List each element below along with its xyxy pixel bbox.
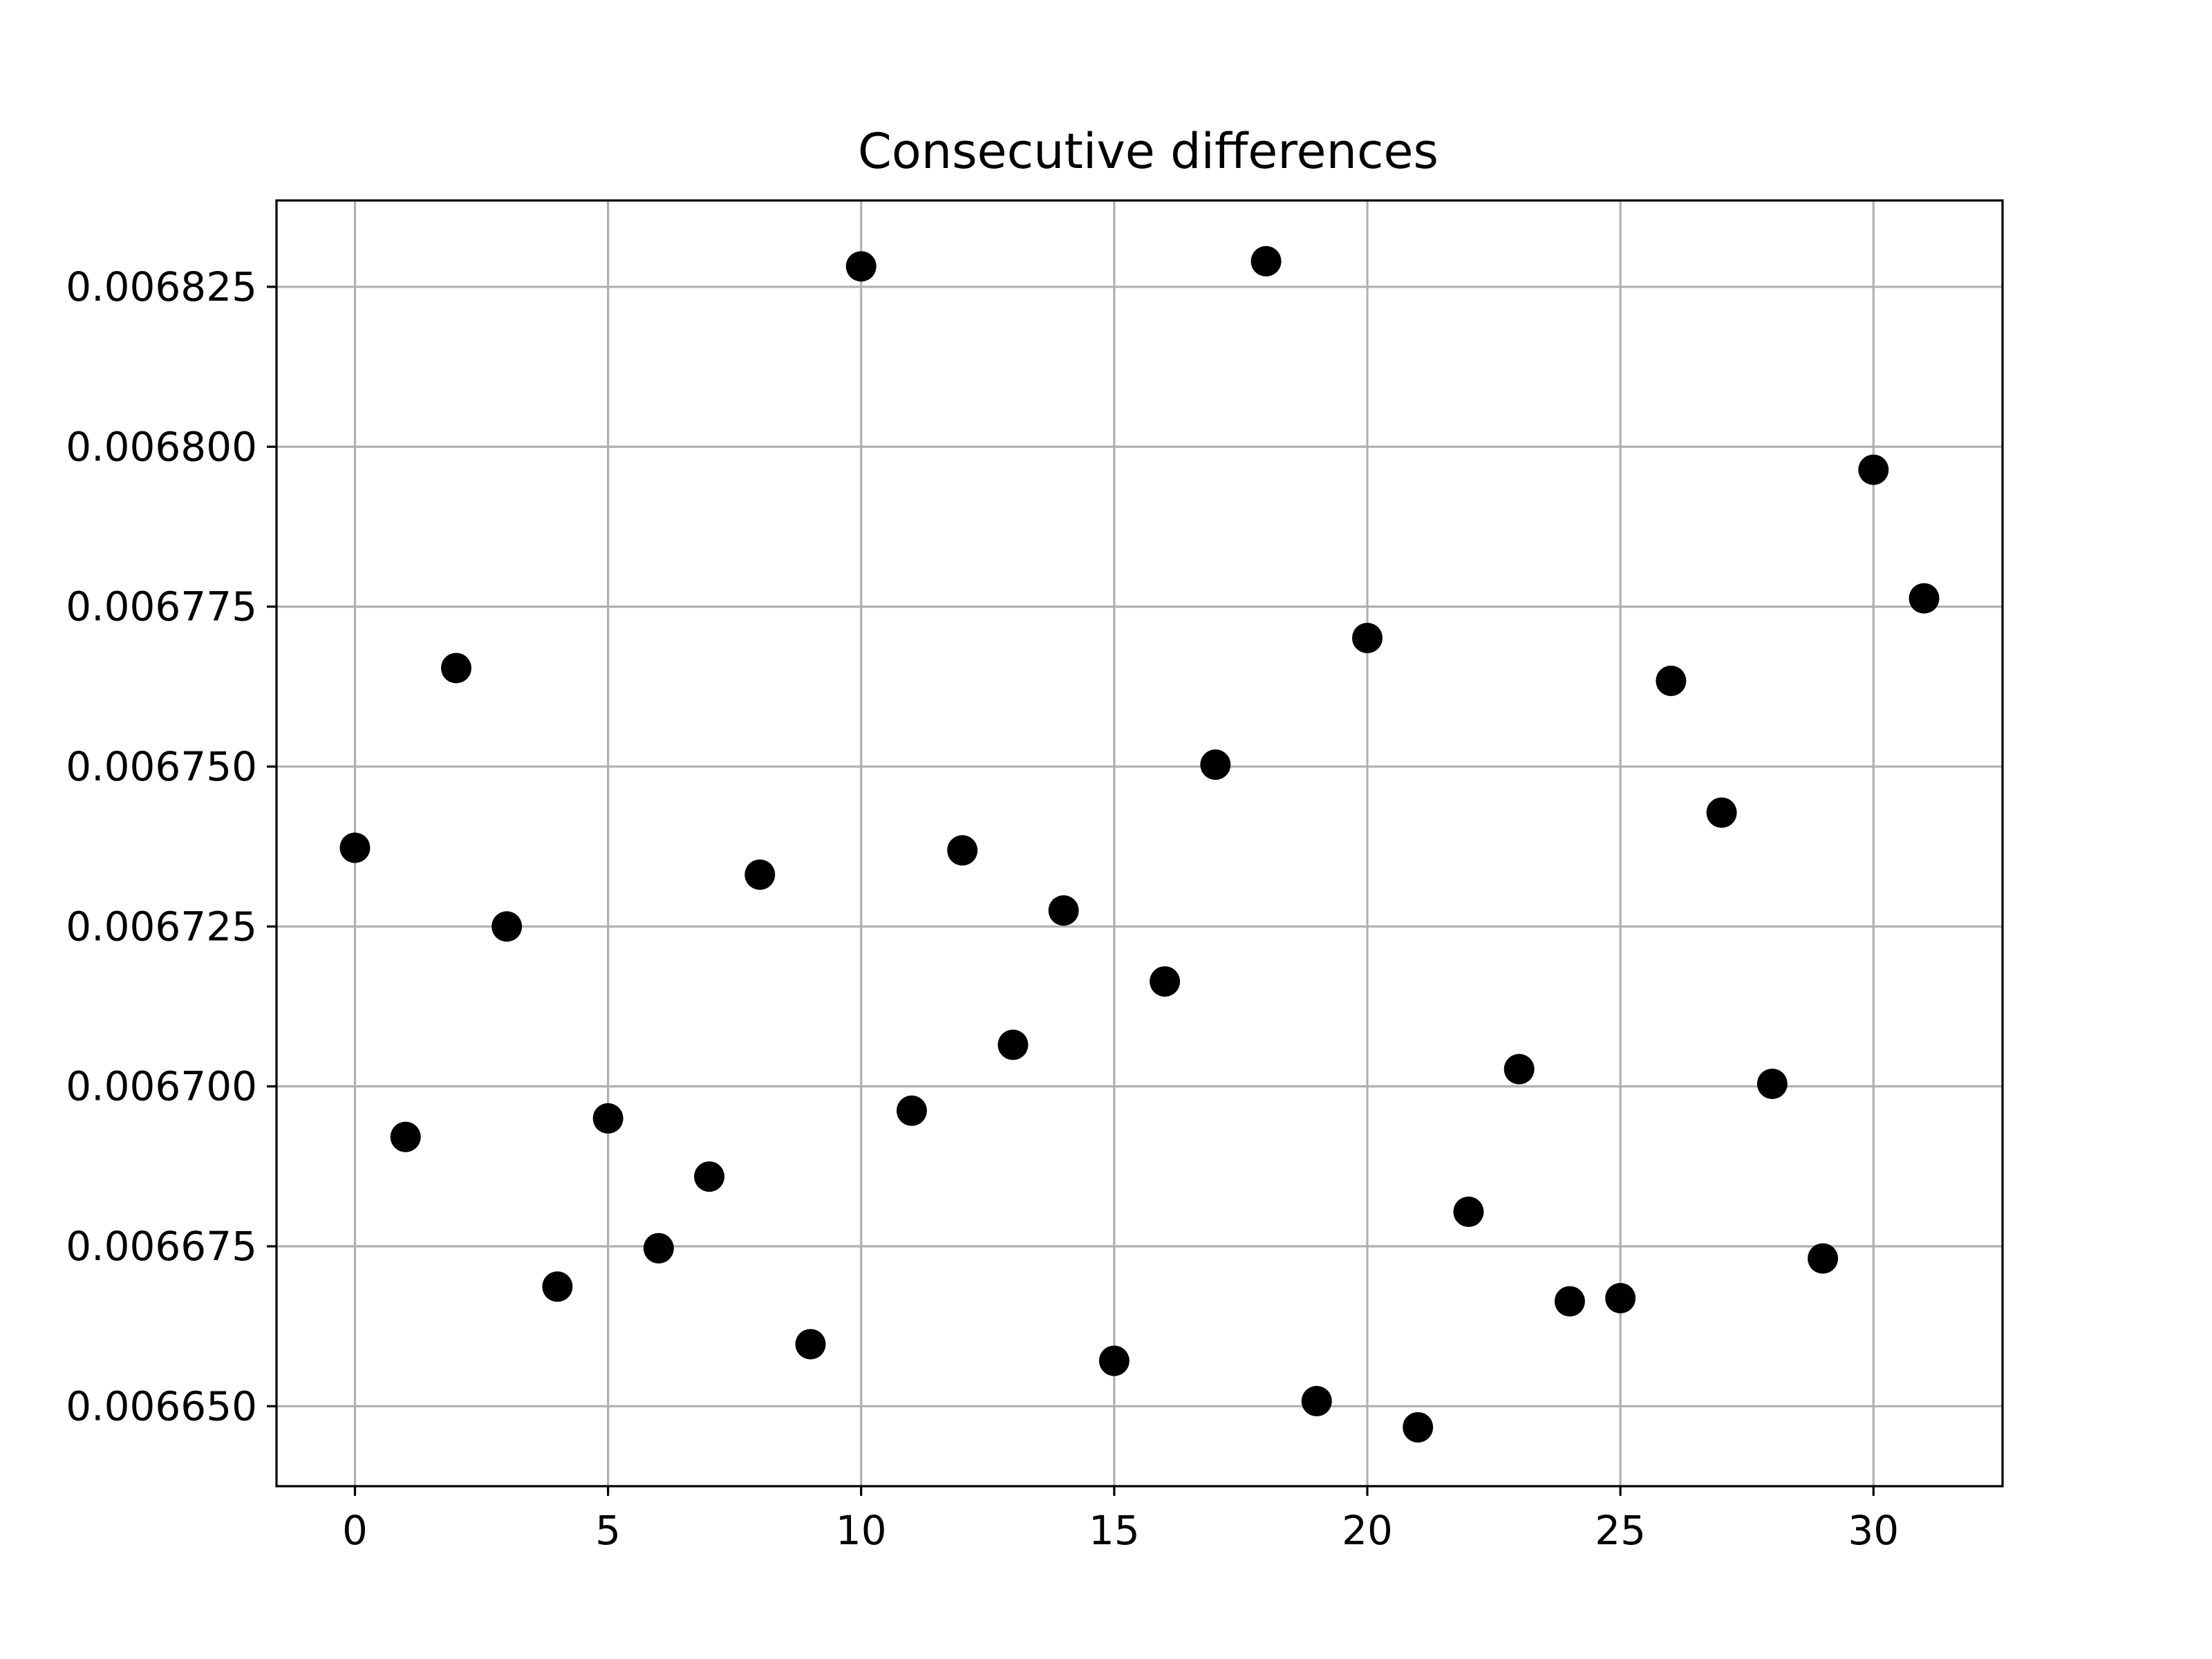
data-point bbox=[1048, 895, 1079, 926]
data-point bbox=[592, 1103, 624, 1134]
data-point bbox=[896, 1095, 927, 1126]
data-point bbox=[997, 1029, 1029, 1060]
y-tick-label: 0.006775 bbox=[66, 583, 257, 630]
x-tick-label: 25 bbox=[1595, 1507, 1646, 1554]
plot-area-frame bbox=[275, 199, 2004, 1488]
x-axis: 0 5 10 15 20 25 30 bbox=[342, 1486, 1899, 1554]
data-point bbox=[845, 251, 877, 282]
data-point bbox=[1453, 1197, 1484, 1228]
data-point bbox=[1706, 797, 1737, 828]
data-point bbox=[1554, 1286, 1585, 1317]
x-tick-label: 10 bbox=[836, 1507, 887, 1554]
x-tick-label: 30 bbox=[1848, 1507, 1899, 1554]
data-point bbox=[1605, 1282, 1636, 1313]
data-point bbox=[1503, 1053, 1535, 1085]
x-tick-label: 15 bbox=[1089, 1507, 1140, 1554]
x-tick-label: 0 bbox=[342, 1507, 368, 1554]
data-point bbox=[1909, 583, 1940, 614]
data-point bbox=[440, 653, 471, 684]
data-point bbox=[390, 1121, 421, 1152]
data-point bbox=[1301, 1385, 1332, 1416]
data-point bbox=[795, 1329, 826, 1360]
data-point bbox=[643, 1232, 674, 1264]
data-point bbox=[1808, 1243, 1839, 1274]
y-tick-label: 0.006700 bbox=[66, 1063, 257, 1110]
data-point bbox=[1656, 665, 1687, 696]
data-point bbox=[1352, 622, 1383, 653]
data-point bbox=[1250, 245, 1282, 276]
data-point bbox=[694, 1161, 725, 1192]
data-point bbox=[339, 832, 371, 863]
data-point bbox=[947, 835, 978, 866]
data-point bbox=[1098, 1345, 1130, 1376]
y-tick-label: 0.006725 bbox=[66, 903, 257, 950]
data-point bbox=[744, 859, 776, 890]
y-tick-label: 0.006800 bbox=[66, 423, 257, 470]
y-tick-label: 0.006650 bbox=[66, 1382, 257, 1430]
data-point bbox=[1403, 1412, 1434, 1443]
data-point bbox=[1756, 1068, 1788, 1099]
x-tick-label: 20 bbox=[1342, 1507, 1393, 1554]
grid-lines bbox=[276, 200, 2003, 1486]
data-point bbox=[1150, 966, 1181, 997]
data-point bbox=[542, 1271, 573, 1302]
y-tick-label: 0.006675 bbox=[66, 1223, 257, 1270]
y-axis: 0.006650 0.006675 0.006700 0.006725 0.006750… bbox=[66, 263, 276, 1430]
data-points bbox=[339, 245, 1940, 1443]
chart-title: Consecutive differences bbox=[858, 123, 1438, 180]
data-point bbox=[491, 911, 523, 942]
x-tick-label: 5 bbox=[595, 1507, 621, 1554]
y-tick-label: 0.006750 bbox=[66, 743, 257, 790]
y-tick-label: 0.006825 bbox=[66, 263, 257, 310]
data-point bbox=[1200, 749, 1231, 780]
data-point bbox=[1858, 454, 1889, 485]
